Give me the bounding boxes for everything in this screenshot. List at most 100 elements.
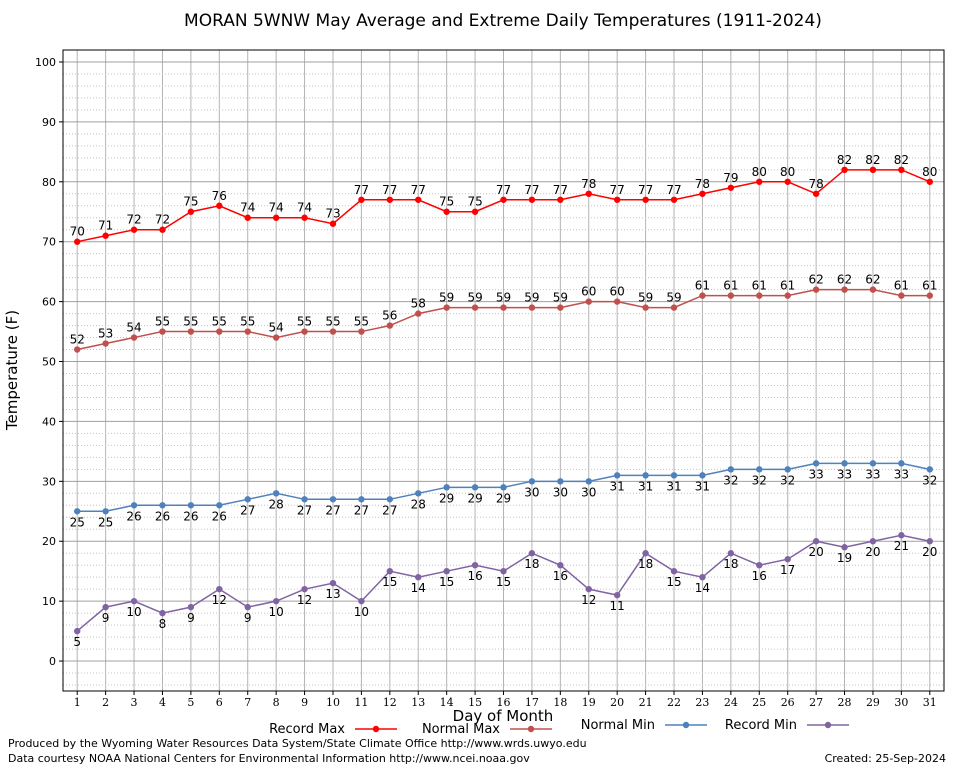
x-tick-label: 24 <box>724 696 738 709</box>
record-max-point <box>898 166 905 174</box>
normal-max-data-label: 56 <box>382 309 397 323</box>
normal-max-data-label: 55 <box>325 315 340 329</box>
legend-label: Record Max <box>269 722 345 737</box>
normal-max-point <box>528 304 536 311</box>
record-max-data-label: 76 <box>212 189 227 203</box>
record-min-data-label: 12 <box>581 593 596 607</box>
record-max-point <box>102 232 109 239</box>
normal-max-data-label: 61 <box>723 279 738 293</box>
record-max-data-label: 77 <box>411 183 426 197</box>
normal-max-point <box>642 304 649 311</box>
normal-min-point <box>415 490 422 497</box>
chart-title: MORAN 5WNW May Average and Extreme Daily… <box>184 11 822 31</box>
legend-label: Normal Min <box>581 718 655 733</box>
record-min-data-label: 12 <box>212 593 227 607</box>
normal-min-data-label: 33 <box>837 467 852 481</box>
record-max-point <box>869 166 877 174</box>
record-min-point <box>670 567 678 575</box>
normal-min-data-label: 31 <box>666 479 681 493</box>
normal-min-data-label: 31 <box>638 479 653 493</box>
record-max-data-label: 78 <box>695 177 710 191</box>
x-axis-label: Day of Month <box>453 707 554 725</box>
record-min-point <box>841 544 848 551</box>
x-tick-label: 5 <box>187 696 194 709</box>
x-tick-label: 11 <box>354 696 368 709</box>
x-tick-label: 18 <box>553 696 567 709</box>
normal-max-point <box>841 286 848 293</box>
record-min-data-label: 18 <box>524 557 539 571</box>
normal-min-data-label: 27 <box>297 503 312 517</box>
record-min-point <box>642 550 649 557</box>
record-min-data-label: 11 <box>610 599 625 613</box>
normal-max-data-label: 54 <box>126 321 141 335</box>
x-tick-label: 12 <box>383 696 397 709</box>
normal-min-point <box>272 490 280 497</box>
normal-max-data-label: 55 <box>240 315 255 329</box>
record-min-point <box>301 585 308 593</box>
normal-max-point <box>74 346 81 353</box>
record-max-point <box>699 190 706 197</box>
record-max-data-label: 72 <box>155 213 170 227</box>
x-tick-label: 29 <box>866 696 880 709</box>
record-min-data-label: 15 <box>666 575 681 589</box>
normal-min-point <box>301 496 308 503</box>
record-max-point <box>415 196 422 203</box>
y-tick-label: 0 <box>49 655 56 668</box>
record-min-data-label: 16 <box>467 569 482 583</box>
normal-max-point <box>812 286 820 293</box>
normal-max-data-label: 55 <box>297 315 312 329</box>
record-max-point <box>756 178 763 185</box>
normal-max-data-label: 59 <box>439 291 454 305</box>
x-tick-label: 3 <box>131 696 138 709</box>
normal-min-data-label: 32 <box>922 473 937 487</box>
record-min-data-label: 21 <box>894 539 909 553</box>
record-max-point <box>585 190 592 197</box>
series-record-max: 70 71 72 72 75 76 74 74 74 73 77 77 77 75 75 77 77 77 78 77… <box>70 153 937 245</box>
normal-min-point <box>130 502 138 509</box>
record-max-data-label: 79 <box>723 171 738 185</box>
x-tick-label: 28 <box>838 696 852 709</box>
normal-max-point <box>613 298 621 305</box>
record-min-point <box>528 550 536 557</box>
record-min-data-label: 10 <box>269 605 284 619</box>
normal-max-point <box>898 292 905 299</box>
record-max-data-label: 77 <box>666 183 681 197</box>
record-min-data-label: 20 <box>922 545 937 559</box>
normal-min-point <box>74 508 81 515</box>
normal-min-point <box>443 484 450 491</box>
footer-produced-by: Produced by the Wyoming Water Resources … <box>8 737 587 750</box>
normal-max-point <box>358 328 365 335</box>
record-max-point <box>74 238 81 245</box>
y-axis-label: Temperature (F) <box>3 310 21 431</box>
x-tick-label: 10 <box>326 696 340 709</box>
record-min-point <box>585 585 592 593</box>
normal-max-data-label: 53 <box>98 327 113 341</box>
record-min-data-label: 16 <box>752 569 767 583</box>
record-max-point <box>670 196 678 203</box>
record-max-data-label: 74 <box>269 201 284 215</box>
y-tick-label: 70 <box>42 236 56 249</box>
normal-min-point <box>898 460 905 467</box>
normal-max-point <box>784 292 791 299</box>
normal-min-data-label: 32 <box>780 473 795 487</box>
record-max-data-label: 75 <box>439 195 454 209</box>
normal-min-point <box>642 472 649 479</box>
y-tick-label: 80 <box>42 176 56 189</box>
normal-min-data-label: 27 <box>240 503 255 517</box>
record-max-data-label: 82 <box>837 153 852 167</box>
record-max-data-label: 77 <box>638 183 653 197</box>
x-tick-label: 27 <box>809 696 823 709</box>
record-min-data-label: 18 <box>723 557 738 571</box>
normal-max-point <box>869 286 877 293</box>
normal-min-data-label: 28 <box>411 497 426 511</box>
normal-min-point <box>244 496 251 503</box>
series-normal-min: 25 25 26 26 26 26 27 28 27 27 27 27 28 29 29 29 30 30 30 31… <box>70 460 937 529</box>
record-min-point <box>812 538 820 545</box>
record-max-data-label: 77 <box>354 183 369 197</box>
normal-max-point <box>471 304 479 311</box>
record-max-data-label: 80 <box>780 165 795 179</box>
record-max-data-label: 77 <box>610 183 625 197</box>
normal-min-point <box>557 478 564 485</box>
record-max-point <box>926 178 933 185</box>
normal-min-point <box>216 502 223 509</box>
